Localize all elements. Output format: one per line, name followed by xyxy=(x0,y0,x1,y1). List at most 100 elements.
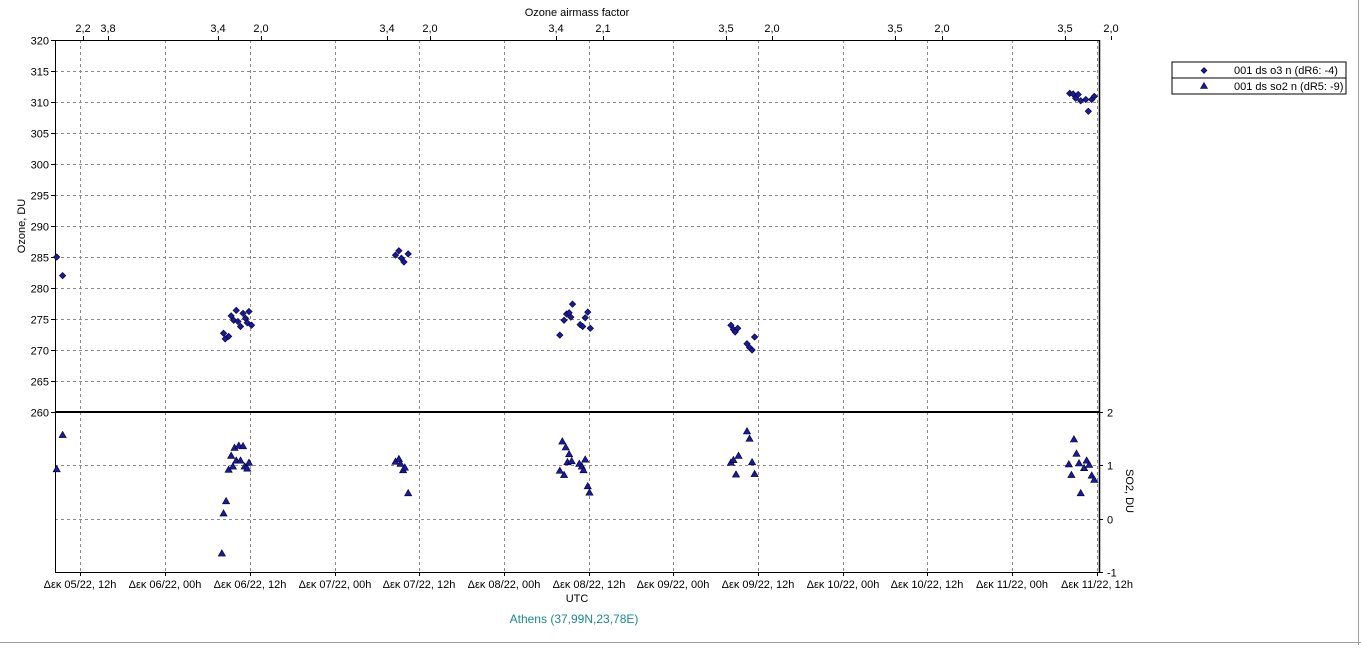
plot-frame xyxy=(55,40,1101,573)
top-tick-label: 2,0 xyxy=(1103,23,1118,35)
so2-point xyxy=(1082,456,1091,464)
x-axis-title: UTC xyxy=(566,593,589,605)
ozone-tick-label: 280 xyxy=(31,284,49,296)
ozone-tick-label: 300 xyxy=(31,160,49,172)
o3-point xyxy=(53,253,61,261)
x-tick-label: Δεκ 10/22, 00h xyxy=(807,579,880,591)
x-tick-label: Δεκ 09/22, 00h xyxy=(637,579,710,591)
o3-point xyxy=(734,324,742,332)
so2-point xyxy=(221,496,231,505)
o3-point xyxy=(234,317,242,326)
window-border-right xyxy=(1358,0,1359,645)
location-caption: Athens (37,99N,23,78E) xyxy=(510,612,639,626)
ozone-tick-label: 275 xyxy=(31,315,49,327)
so2-point xyxy=(1087,471,1096,479)
so2-point xyxy=(1090,475,1099,483)
o3-point xyxy=(727,321,735,329)
so2-point xyxy=(559,470,569,478)
x-tick-label: Δεκ 06/22, 00h xyxy=(129,579,202,591)
ozone-tick-label: 285 xyxy=(31,253,49,265)
so2-y-axis: -1 0 1 2 xyxy=(1099,408,1117,580)
so2-point xyxy=(396,459,405,467)
o3-point xyxy=(232,306,240,314)
o3-point xyxy=(1090,92,1098,101)
so2-point xyxy=(565,449,574,458)
so2-point xyxy=(561,442,570,451)
so2-point xyxy=(1069,434,1079,443)
so2-axis-title: SO2, DU xyxy=(1123,469,1135,513)
o3-point xyxy=(400,258,408,266)
so2-point xyxy=(583,481,592,490)
o3-point xyxy=(560,316,568,324)
x-tick-label: Δεκ 10/22, 12h xyxy=(891,579,964,591)
o3-point xyxy=(1074,90,1082,99)
legend-marker-o3-diamond-icon xyxy=(1200,67,1208,74)
x-tick-label: Δεκ 06/22, 12h xyxy=(214,579,287,591)
top-tick-label: 3,4 xyxy=(379,23,394,35)
so2-tick-label: 0 xyxy=(1107,515,1113,527)
so2-point xyxy=(1067,470,1076,478)
data-points xyxy=(52,89,1099,557)
top-tick-label: 3,8 xyxy=(100,23,115,35)
ozone-tick-label: 260 xyxy=(31,408,49,420)
so2-tick-label: 1 xyxy=(1107,461,1113,473)
o3-point xyxy=(245,307,253,316)
so2-point xyxy=(400,463,409,471)
o3-point xyxy=(1082,95,1090,104)
ozone-tick-label: 320 xyxy=(31,36,49,48)
utc-x-axis: Δεκ 05/22, 12h Δεκ 06/22, 00h Δεκ 06/22, 1… xyxy=(44,572,1133,591)
x-tick-label: Δεκ 08/22, 12h xyxy=(553,579,626,591)
so2-point xyxy=(581,455,590,463)
top-tick-label: 2,0 xyxy=(934,23,949,35)
so2-point xyxy=(243,464,252,472)
o3-point xyxy=(391,251,400,259)
so2-point xyxy=(228,462,237,470)
o3-point xyxy=(247,321,256,329)
o3-point xyxy=(404,250,412,258)
top-tick-label: 2,0 xyxy=(422,23,437,35)
so2-point xyxy=(236,456,245,464)
so2-point xyxy=(219,509,228,517)
x-tick-label: Δεκ 11/22, 12h xyxy=(1061,579,1133,591)
o3-point xyxy=(239,309,247,318)
ozone-tick-label: 310 xyxy=(31,98,49,110)
legend-marker-so2-triangle-icon xyxy=(1199,81,1209,89)
top-tick-label: 3,4 xyxy=(210,23,225,35)
top-axis-title: Ozone airmass factor xyxy=(525,7,630,19)
so2-tick-label: 2 xyxy=(1107,408,1113,420)
so2-point xyxy=(731,470,741,478)
so2-point xyxy=(1072,449,1081,457)
so2-point xyxy=(1064,460,1073,468)
so2-point xyxy=(558,437,567,445)
so2-point xyxy=(404,488,413,497)
ozone-tick-label: 295 xyxy=(31,191,49,203)
so2-point xyxy=(555,466,564,474)
so2-point xyxy=(244,458,254,466)
so2-point xyxy=(52,464,61,473)
x-tick-label: Δεκ 07/22, 12h xyxy=(383,579,456,591)
o3-point xyxy=(236,322,245,331)
o3-point xyxy=(556,331,564,339)
o3-point xyxy=(581,314,589,322)
so2-point xyxy=(1076,488,1085,497)
ozone-tick-label: 270 xyxy=(31,346,49,358)
ozone-tick-label: 305 xyxy=(31,129,49,141)
x-tick-label: Δεκ 07/22, 00h xyxy=(299,579,372,591)
top-tick-label: 3,4 xyxy=(548,23,563,35)
o3-point xyxy=(1084,107,1092,115)
top-tick-label: 2,0 xyxy=(764,23,779,35)
ozone-y-axis: 260 265 270 275 280 285 290 295 300 305 310 315 320 xyxy=(31,36,55,420)
so2-point xyxy=(1074,458,1084,467)
so2-point xyxy=(217,549,226,557)
legend: 001 ds o3 n (dR6: -4) 001 ds so2 n (dR5:… xyxy=(1171,61,1347,95)
o3-point xyxy=(1069,90,1077,98)
so2-tick-label: -1 xyxy=(1107,568,1117,580)
so2-point xyxy=(238,441,248,450)
top-tick-label: 3,5 xyxy=(887,23,902,35)
ozone-tick-label: 265 xyxy=(31,377,49,389)
so2-point xyxy=(729,455,738,464)
so2-point xyxy=(58,430,67,438)
o3-point xyxy=(584,308,592,316)
